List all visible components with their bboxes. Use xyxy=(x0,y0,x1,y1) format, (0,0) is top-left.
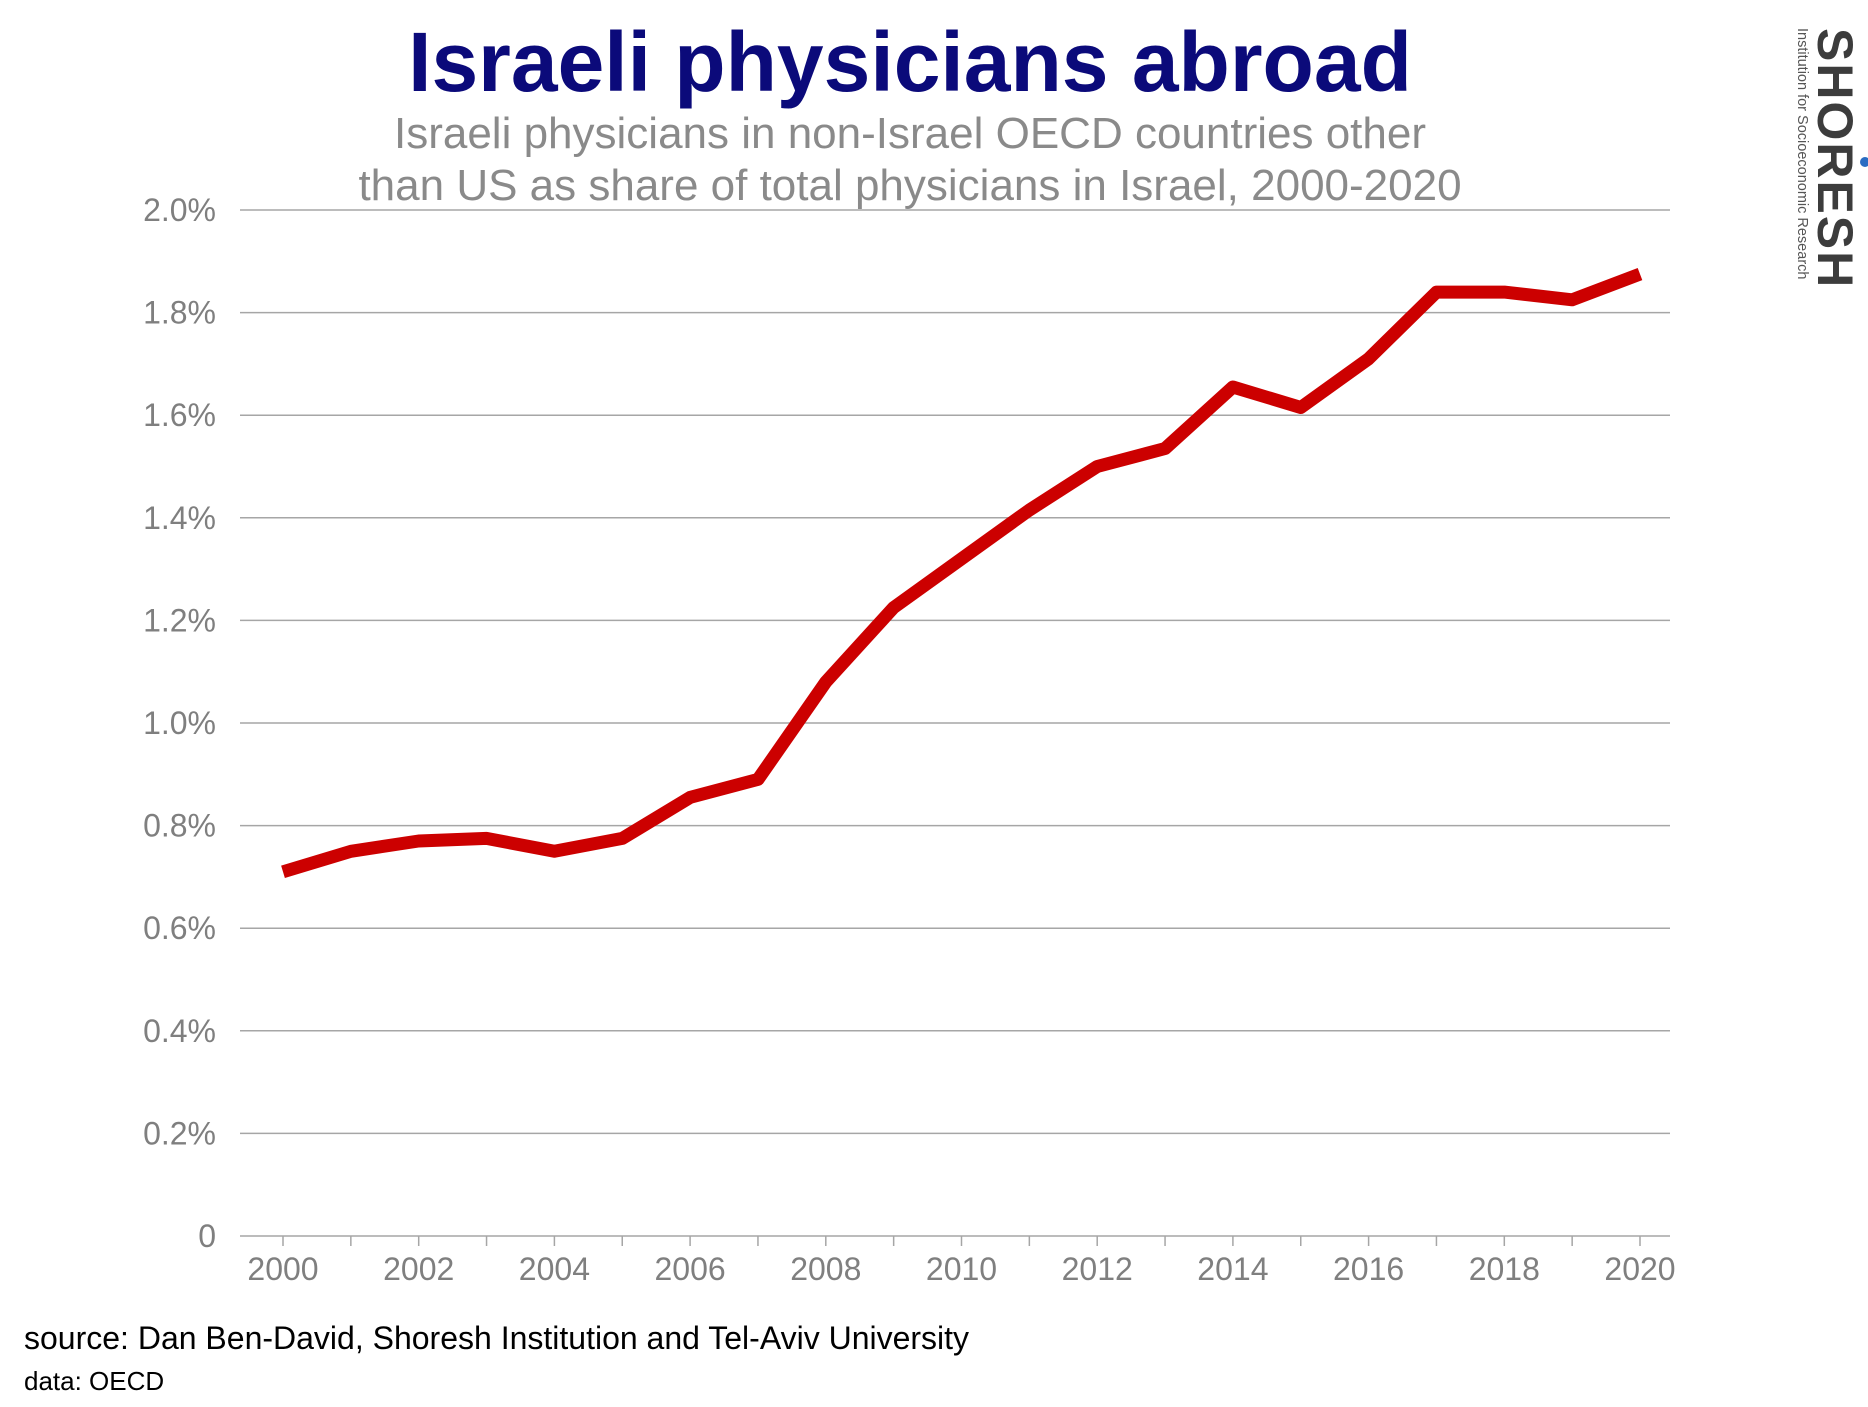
line-chart: 0 0.2% 0.4% 0.6% 0.8% 1.0% 1.2% 1.4% 1.6% 1.8% 2.0… xyxy=(143,192,1676,1287)
shoresh-logo: SHORESH Institution for Socioeconomic Re… xyxy=(1790,20,1868,300)
y-tick-label: 1.0% xyxy=(143,705,216,741)
x-axis-tick-labels: 2000 2002 2004 2006 2008 2010 2012 2014 2016 2018… xyxy=(247,1251,1675,1287)
x-tick-label: 2012 xyxy=(1062,1251,1133,1287)
data-note: data: OECD xyxy=(24,1366,165,1396)
y-tick-label: 1.6% xyxy=(143,397,216,433)
x-tick-label: 2000 xyxy=(247,1251,318,1287)
source-note: source: Dan Ben-David, Shoresh Instituti… xyxy=(24,1320,970,1356)
chart-subtitle: Israeli physicians in non-Israel OECD co… xyxy=(0,108,1820,212)
x-tick-label: 2014 xyxy=(1197,1251,1268,1287)
y-tick-label: 0.4% xyxy=(143,1013,216,1049)
subtitle-line-1: Israeli physicians in non-Israel OECD co… xyxy=(393,109,1426,158)
gridlines xyxy=(240,209,1670,1135)
logo-wordmark: SHORESH xyxy=(1807,28,1863,290)
y-tick-label: 0.8% xyxy=(143,808,216,844)
y-tick-label: 0.2% xyxy=(143,1115,216,1151)
x-tick-label: 2010 xyxy=(926,1251,997,1287)
y-tick-label: 0.6% xyxy=(143,910,216,946)
y-tick-label: 1.8% xyxy=(143,295,216,331)
logo-tagline: Institution for Socioeconomic Research xyxy=(1794,28,1810,280)
x-axis xyxy=(240,1235,1670,1246)
x-tick-label: 2008 xyxy=(790,1251,861,1287)
series-group xyxy=(281,268,1643,879)
y-tick-label: 1.2% xyxy=(143,602,216,638)
chart-title: Israeli physicians abroad xyxy=(408,15,1412,109)
x-tick-label: 2002 xyxy=(383,1251,454,1287)
y-tick-label: 2.0% xyxy=(143,192,216,228)
x-tick-label: 2020 xyxy=(1604,1251,1675,1287)
series-line xyxy=(281,268,1643,879)
x-tick-label: 2018 xyxy=(1469,1251,1540,1287)
subtitle-line-2: than US as share of total physicians in … xyxy=(358,161,1462,210)
x-tick-label: 2006 xyxy=(655,1251,726,1287)
x-tick-label: 2004 xyxy=(519,1251,590,1287)
y-tick-label: 0 xyxy=(198,1218,216,1254)
y-axis-tick-labels: 0 0.2% 0.4% 0.6% 0.8% 1.0% 1.2% 1.4% 1.6% 1.8% 2.0… xyxy=(143,192,216,1254)
x-tick-label: 2016 xyxy=(1333,1251,1404,1287)
logo-dot xyxy=(1860,157,1868,167)
y-tick-label: 1.4% xyxy=(143,500,216,536)
